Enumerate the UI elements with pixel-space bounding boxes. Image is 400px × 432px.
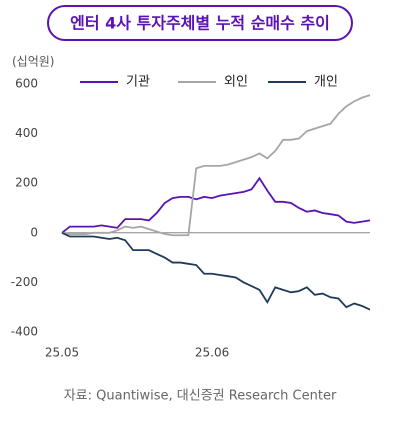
y-tick-label: 0 [30,225,38,239]
title-box [47,5,353,41]
y-tick-label: 200 [15,176,38,190]
y-axis-label: (십억원) [12,55,54,69]
series-line [61,94,371,237]
series-line [61,176,371,234]
y-tick-label: -200 [11,275,38,289]
y-tick-label: 400 [15,126,38,140]
legend-label: 외인 [224,75,248,90]
legend-label: 개인 [314,75,338,90]
x-tick-label: 25.05 [45,346,79,360]
legend-label: 기관 [126,75,150,90]
source: 자료: Quantiwise, 대신증권 Research Center [64,389,337,404]
series-line [61,231,371,311]
chart-title: 엔터 4사 투자주체별 누적 순매수 추이 [70,14,330,33]
y-tick-label: -400 [11,325,38,339]
y-tick-label: 600 [15,77,38,91]
x-tick-label: 25.06 [195,346,229,360]
